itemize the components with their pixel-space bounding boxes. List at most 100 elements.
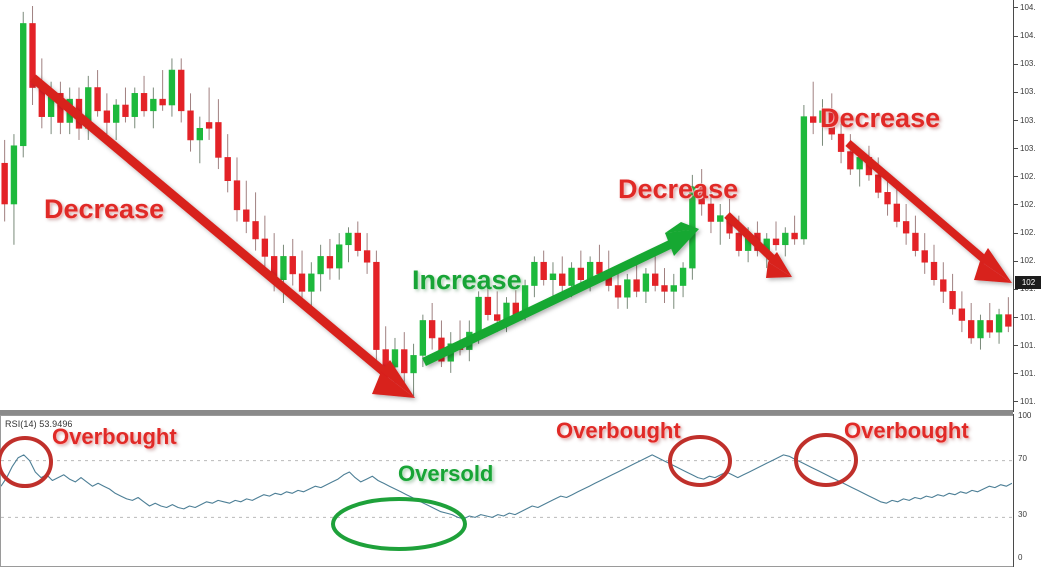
candlestick bbox=[893, 186, 901, 228]
candlestick bbox=[66, 87, 73, 135]
candlestick bbox=[782, 227, 789, 257]
candlestick bbox=[633, 262, 640, 298]
candlestick bbox=[763, 233, 770, 269]
candlestick bbox=[800, 105, 808, 245]
candlestick bbox=[596, 244, 603, 280]
price-axis[interactable]: 104. 104. 103. 103. 103. 103. 102. 102. 102. 102.… bbox=[1013, 0, 1041, 412]
candlestick bbox=[847, 134, 854, 175]
candlestick bbox=[912, 215, 919, 257]
rsi-axis-tick: 70 bbox=[1018, 453, 1027, 463]
candlestick bbox=[122, 87, 129, 123]
candlestick bbox=[614, 268, 622, 309]
price-axis-tick: 103. bbox=[1014, 88, 1036, 96]
candlestick bbox=[85, 75, 92, 140]
candlestick bbox=[995, 308, 1003, 344]
candlestick bbox=[94, 70, 101, 117]
candlestick bbox=[38, 58, 46, 129]
candlestick bbox=[707, 186, 715, 234]
candlestick bbox=[949, 273, 956, 315]
annotation-label-decrease-2: Decrease bbox=[618, 174, 739, 204]
candlestick bbox=[958, 291, 966, 333]
candlestick bbox=[735, 215, 743, 257]
candlestick bbox=[624, 273, 631, 309]
current-price-badge: 102 bbox=[1015, 276, 1041, 289]
candlestick bbox=[967, 303, 975, 344]
candlestick bbox=[103, 93, 111, 135]
annotation-label-oversold-1: Oversold bbox=[398, 461, 494, 486]
candlestick bbox=[466, 320, 473, 362]
candlestick bbox=[586, 256, 594, 292]
rsi-axis-tick: 100 bbox=[1018, 411, 1032, 420]
candlestick bbox=[233, 157, 241, 222]
candlestick bbox=[205, 87, 213, 140]
price-axis-tick: 103. bbox=[1014, 144, 1036, 153]
candlestick bbox=[336, 233, 343, 280]
candlestick bbox=[187, 93, 194, 152]
candlestick bbox=[382, 326, 389, 379]
candlestick bbox=[57, 81, 64, 135]
candlestick bbox=[391, 337, 399, 391]
candlestick bbox=[717, 204, 724, 245]
candlestick bbox=[317, 244, 324, 292]
candlestick bbox=[865, 145, 873, 181]
candlestick bbox=[679, 262, 687, 298]
candlestick bbox=[819, 99, 826, 146]
annotation-label-overbought-1: Overbought bbox=[52, 424, 177, 449]
candlestick bbox=[243, 180, 250, 234]
candlestick bbox=[754, 221, 761, 257]
price-axis-tick: 104. bbox=[1014, 4, 1036, 12]
candlestick bbox=[977, 314, 984, 350]
price-axis-tick: 102. bbox=[1014, 172, 1036, 181]
candlestick bbox=[503, 297, 510, 333]
candlestick bbox=[875, 157, 882, 199]
candlestick bbox=[744, 227, 752, 263]
candlestick bbox=[568, 262, 575, 298]
candlestick bbox=[261, 215, 269, 269]
candlestick bbox=[131, 87, 138, 129]
candlestick bbox=[419, 314, 427, 368]
candlestick bbox=[902, 204, 910, 245]
annotation-label-overbought-3: Overbought bbox=[844, 418, 969, 443]
candlestick bbox=[642, 268, 650, 303]
price-axis-tick: 101. bbox=[1014, 341, 1036, 350]
candlestick bbox=[224, 134, 231, 193]
candlestick bbox=[298, 250, 306, 303]
price-axis-tick: 104. bbox=[1014, 32, 1036, 40]
candlestick bbox=[289, 238, 296, 286]
candlestick bbox=[456, 320, 464, 356]
candlestick bbox=[856, 151, 863, 187]
candlestick bbox=[447, 332, 454, 373]
annotation-label-overbought-2: Overbought bbox=[556, 418, 681, 443]
annotation-label-decrease-1: Decrease bbox=[44, 194, 165, 224]
candlestick bbox=[428, 303, 436, 350]
candlestick bbox=[521, 279, 529, 321]
candlestick bbox=[531, 256, 538, 298]
panel-separator bbox=[0, 410, 1013, 415]
candlestick bbox=[837, 116, 845, 164]
candlestick bbox=[410, 343, 417, 397]
candlestick bbox=[605, 250, 612, 292]
candlestick bbox=[270, 233, 278, 292]
price-axis-tick: 101. bbox=[1014, 369, 1036, 378]
candlestick bbox=[884, 174, 891, 216]
candlestick bbox=[921, 233, 928, 274]
candlestick bbox=[252, 192, 259, 251]
rsi-axis-tick: 0 bbox=[1018, 553, 1023, 562]
candlestick bbox=[345, 227, 352, 263]
candlestick bbox=[215, 99, 222, 170]
candlestick bbox=[577, 250, 585, 286]
price-axis-tick: 101. bbox=[1014, 398, 1036, 406]
candlestick bbox=[559, 256, 566, 292]
candlestick bbox=[168, 58, 176, 117]
candlestick bbox=[930, 244, 938, 286]
candlestick bbox=[373, 250, 380, 362]
candlestick bbox=[47, 81, 55, 135]
candlestick bbox=[698, 169, 705, 216]
price-axis-tick: 101. bbox=[1014, 313, 1036, 322]
candlestick bbox=[112, 99, 120, 140]
candlestick bbox=[670, 273, 677, 309]
rsi-axis[interactable]: 100 70 30 0 bbox=[1013, 411, 1041, 567]
candlestick bbox=[159, 70, 166, 111]
candlestick bbox=[438, 320, 445, 368]
